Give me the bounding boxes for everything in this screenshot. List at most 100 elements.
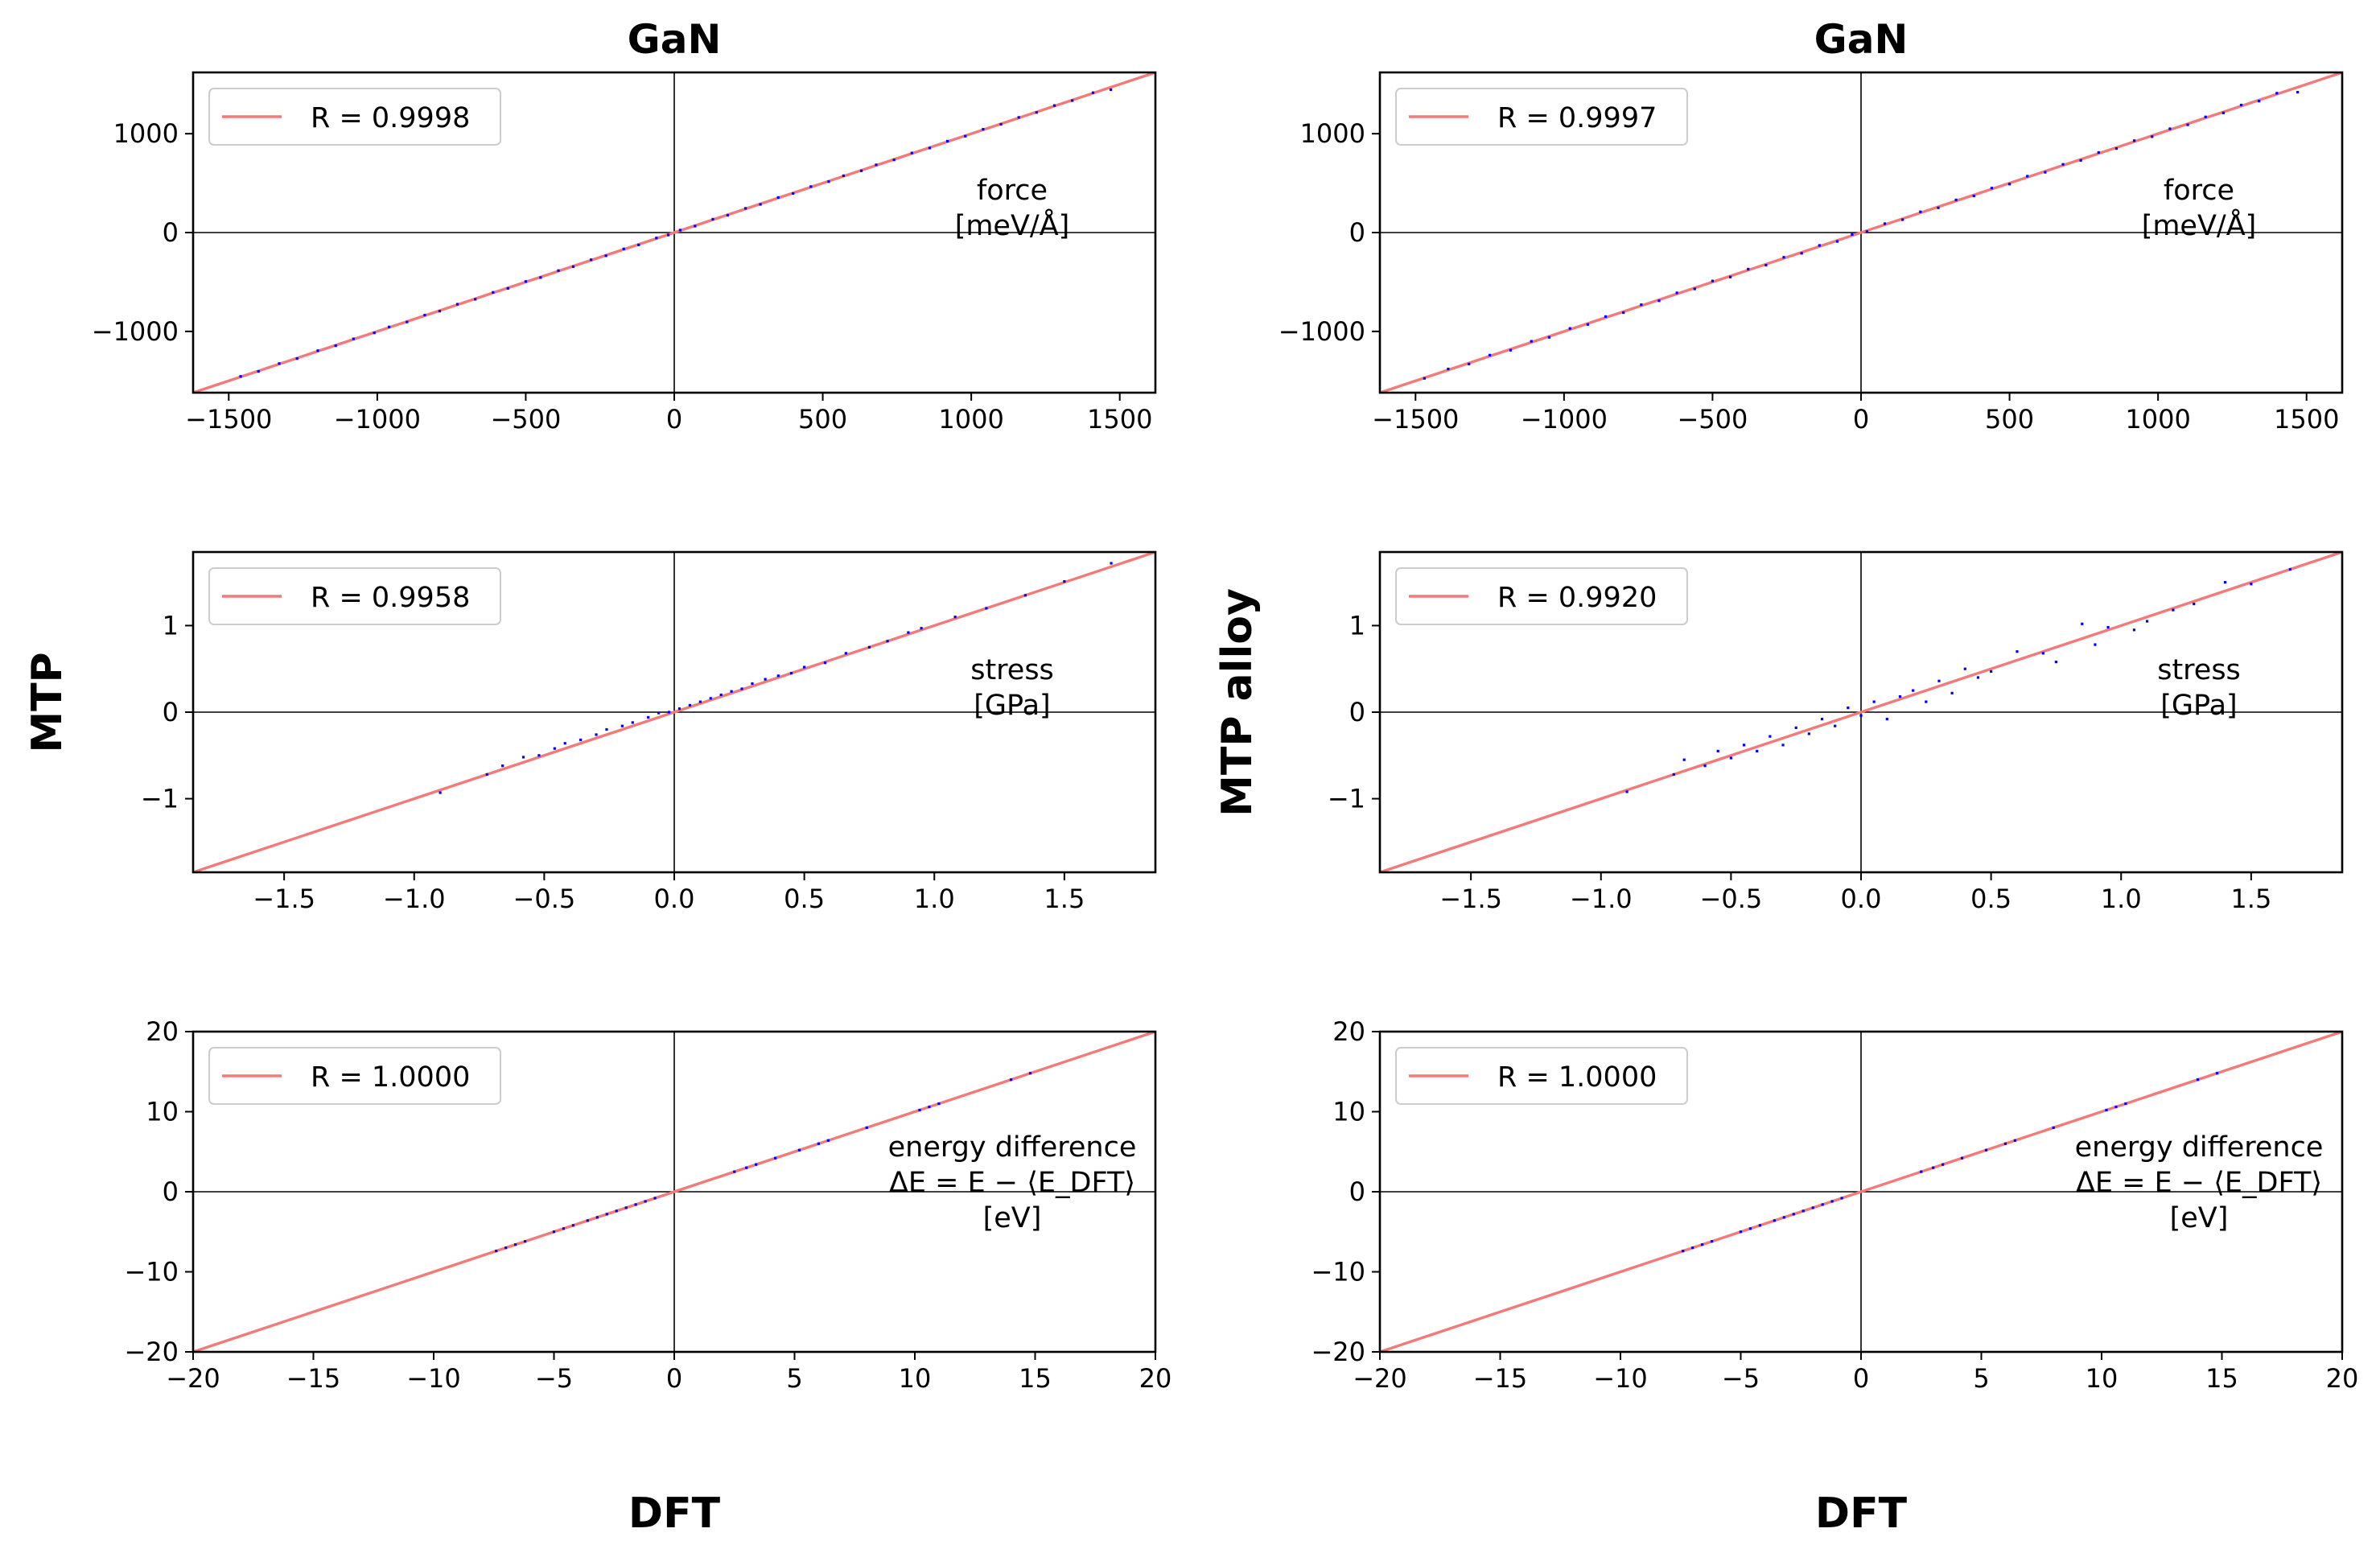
data-point [907,631,910,634]
data-point [842,174,846,177]
data-point [1872,700,1876,703]
data-point [937,1102,941,1106]
y-tick-label: 0 [1349,1176,1365,1207]
x-tick-label: 0.0 [654,884,695,914]
annotation-line: energy difference [2075,1131,2324,1164]
data-point [745,1166,748,1169]
data-point [1941,1163,1945,1166]
annotation-line: [GPa] [2160,690,2237,722]
data-point [1716,749,1719,753]
data-point [579,738,583,742]
data-point [1052,104,1056,107]
data-point [2081,622,2084,625]
y-tick-label: 0 [1349,217,1365,248]
data-point [1622,311,1625,315]
panel-col2-energy: −20 −15 −10 −5 0 5 10 15 20 −20 −10 0 10 20 R = 1.0000… [1311,1016,2358,1394]
data-point [2124,1102,2127,1106]
data-point [740,687,743,690]
legend-label: R = 1.0000 [311,1061,470,1094]
legend-label: R = 0.9998 [311,102,470,134]
data-point [1932,1166,1935,1169]
data-point [1747,267,1750,271]
data-point [524,1240,527,1243]
data-point [1447,367,1450,371]
y-tick-label: −1000 [92,316,179,347]
data-point [388,325,391,328]
data-point [1711,1240,1714,1243]
data-point [622,247,625,250]
data-point [1701,1243,1704,1246]
panel-col2-force: −1500 −1000 −500 0 500 1000 1500 −1000 0 1000 R = … [1279,71,2344,435]
data-point [1811,1206,1814,1209]
data-point [423,313,426,317]
data-point [1764,263,1768,267]
data-point [2296,90,2300,94]
x-tick-label: 0.5 [1970,884,2011,914]
data-point [1657,299,1661,303]
y-tick-label: 1000 [113,118,179,149]
y-tick-label: −1000 [1279,316,1365,347]
data-point [875,163,878,167]
plot-area [1380,72,2342,393]
data-point [1758,1224,1762,1227]
annotation-line: [meV/Å] [955,208,1070,242]
data-point [2114,1105,2118,1109]
data-point [620,724,624,727]
x-tick-label: −1500 [1372,404,1459,435]
x-tick-label: −5 [1722,1363,1760,1394]
data-point [1023,594,1027,597]
x-tick-label: 1.0 [914,884,955,914]
data-point [1782,256,1785,259]
data-point [504,1246,508,1250]
data-point [2186,123,2189,126]
data-point [2079,159,2082,162]
data-point [514,1243,517,1246]
data-point [604,254,607,258]
data-point [886,640,889,643]
legend-box [208,1047,501,1105]
data-point [1773,1219,1776,1222]
data-point [817,1142,820,1145]
x-tick-label: −1000 [1521,404,1608,435]
panel-col2-stress: −1.5 −1.0 −0.5 0.0 0.5 1.0 1.5 −1 0 1 R = 0.9920 st… [1328,550,2344,914]
fit-line [1380,72,2342,393]
data-point [773,1156,777,1160]
data-point [1586,323,1589,326]
data-point [2250,583,2253,586]
x-tick-label: 0 [666,1363,682,1394]
data-point [1568,327,1571,330]
data-point [1792,1213,1795,1216]
plot-area [193,1032,1155,1352]
data-point [910,151,913,154]
y-tick-label: −20 [124,1337,179,1367]
panel-col1-stress: −1.5 −1.0 −0.5 0.0 0.5 1.0 1.5 −1 0 1 R = 0.9958 st… [141,550,1157,914]
data-point [918,1108,921,1112]
x-tick-label: −1.5 [253,884,315,914]
data-point [1739,1230,1743,1234]
x-tick-label: −15 [1473,1363,1528,1394]
data-point [1028,1072,1032,1075]
x-tick-label: 10 [2086,1363,2119,1394]
data-point [2054,661,2058,664]
y-tick-label: 20 [146,1016,179,1047]
data-point [1821,1203,1824,1206]
data-point [1625,790,1629,793]
fit-line [193,1032,1155,1352]
data-point [953,616,957,619]
panel-col1-force: −1500 −1000 −500 0 500 1000 1500 −1000 0 1000 R = … [92,71,1157,435]
x-tick-label: 15 [1019,1363,1052,1394]
row-label-1: MTP [23,652,72,752]
data-point [1742,744,1746,747]
data-point [474,298,477,301]
data-point [1851,233,1854,237]
x-tick-label: 15 [2205,1363,2238,1394]
data-point [755,1163,758,1166]
legend-label: R = 1.0000 [1497,1061,1657,1094]
data-point [827,180,830,183]
data-point [595,1216,599,1219]
data-point [2097,150,2100,154]
data-point [1488,353,1492,356]
data-point [867,645,871,649]
data-point [1729,756,1732,760]
